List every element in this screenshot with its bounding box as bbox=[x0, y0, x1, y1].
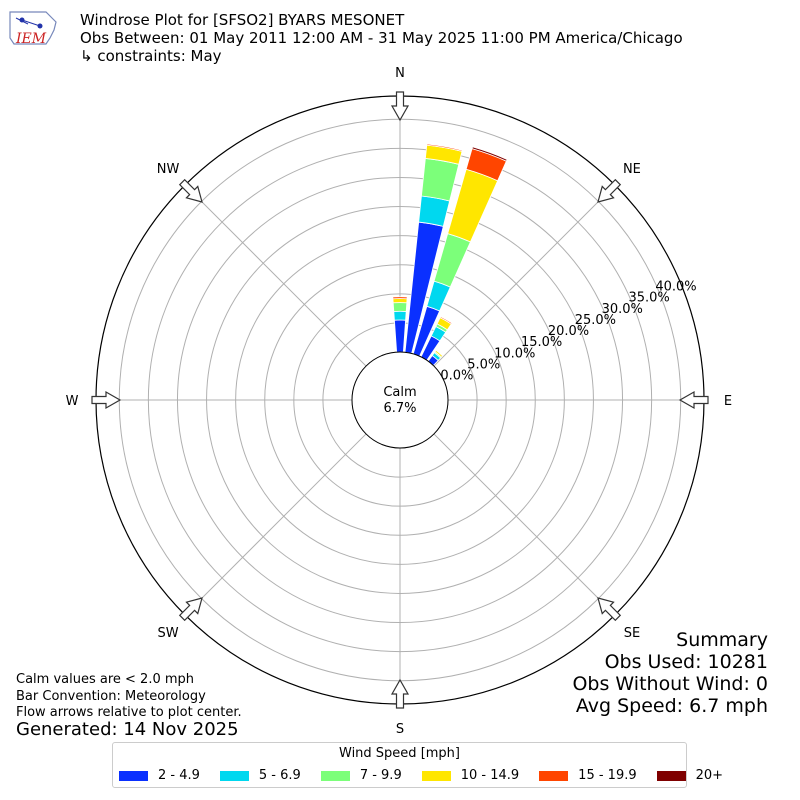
legend-item: 10 - 14.9 bbox=[421, 768, 520, 783]
bar-40-bin-4 bbox=[435, 349, 444, 357]
bar-0-bin-4 bbox=[392, 296, 408, 300]
direction-label-ne: NE bbox=[623, 162, 641, 177]
legend-swatch bbox=[219, 770, 249, 781]
summary-avg-speed: Avg Speed: 6.7 mph bbox=[575, 695, 768, 717]
grid-ring-4 bbox=[235, 235, 565, 565]
chart-period: Obs Between: 01 May 2011 12:00 AM - 31 M… bbox=[80, 29, 683, 47]
direction-label-se: SE bbox=[624, 626, 640, 641]
bar-30-bin-4 bbox=[439, 316, 453, 325]
spoke-se bbox=[433, 433, 616, 616]
radial-tick-label: 5.0% bbox=[467, 357, 500, 372]
flow-arrow-e bbox=[678, 390, 709, 410]
direction-label-s: S bbox=[396, 722, 404, 737]
legend-item: 15 - 19.9 bbox=[539, 768, 637, 783]
flow-arrows-note: Flow arrows relative to plot center. bbox=[16, 705, 242, 720]
summary-obs-without-wind: Obs Without Wind: 0 bbox=[572, 673, 768, 695]
bar-0-bin-0 bbox=[393, 319, 407, 353]
legend-label: 20+ bbox=[695, 768, 724, 783]
flow-arrow-se bbox=[597, 597, 622, 622]
grid-ring-5 bbox=[206, 206, 594, 594]
legend-label: 10 - 14.9 bbox=[460, 768, 520, 783]
bar-0-bin-1 bbox=[393, 310, 407, 321]
grid-ring-2 bbox=[293, 293, 507, 507]
legend-label: 7 - 9.9 bbox=[359, 768, 402, 783]
spoke-ne bbox=[433, 184, 616, 367]
grid-ring-7 bbox=[147, 147, 653, 653]
bar-10-bin-4 bbox=[426, 143, 463, 152]
bar-10-bin-1 bbox=[418, 195, 451, 227]
radial-tick-label: 0.0% bbox=[440, 369, 473, 384]
legend: Wind Speed [mph] 2 - 4.9 5 - 6.9 7 - 9.9 10… bbox=[112, 742, 723, 788]
flow-arrow-ne bbox=[597, 178, 622, 203]
flow-arrow-sw bbox=[178, 597, 203, 622]
spoke-sw bbox=[184, 433, 367, 616]
flow-arrow-w bbox=[91, 390, 122, 410]
chart-title: Windrose Plot for [SFSO2] BYARS MESONET bbox=[80, 11, 405, 29]
bar-0-bin-2 bbox=[392, 302, 408, 312]
radial-tick-label: 40.0% bbox=[655, 280, 696, 295]
iem-logo: IEM bbox=[6, 8, 62, 50]
calm-circle bbox=[351, 351, 449, 449]
legend-title: Wind Speed [mph] bbox=[339, 746, 460, 761]
grid-ring-3 bbox=[264, 264, 536, 536]
calm-definition-note: Calm values are < 2.0 mph bbox=[16, 672, 195, 687]
flow-arrow-n bbox=[390, 91, 410, 122]
legend-swatch bbox=[119, 770, 148, 781]
legend-swatch bbox=[320, 770, 350, 781]
legend-swatch bbox=[656, 770, 686, 781]
calm-value: 6.7% bbox=[383, 401, 416, 416]
radial-tick-label: 10.0% bbox=[494, 346, 535, 361]
legend-item: 20+ bbox=[656, 768, 724, 783]
flow-arrow-s bbox=[390, 678, 410, 709]
legend-swatch bbox=[539, 770, 569, 781]
chart-constraints: ↳ constraints: May bbox=[80, 47, 222, 65]
logo-text: IEM bbox=[15, 31, 47, 47]
legend-swatch bbox=[421, 770, 451, 781]
radial-tick-label: 25.0% bbox=[575, 313, 616, 328]
radial-tick-label: 30.0% bbox=[602, 302, 643, 317]
direction-label-sw: SW bbox=[158, 626, 179, 641]
summary-title: Summary bbox=[676, 629, 768, 651]
spoke-nw bbox=[184, 184, 367, 367]
direction-label-e: E bbox=[724, 394, 732, 409]
generated-date: Generated: 14 Nov 2025 bbox=[16, 719, 239, 740]
bar-0-bin-3 bbox=[392, 298, 408, 304]
legend-item: 5 - 6.9 bbox=[219, 768, 301, 783]
legend-items: 2 - 4.9 5 - 6.9 7 - 9.9 10 - 14.9 15 - 19.9 2… bbox=[119, 768, 743, 783]
direction-label-w: W bbox=[66, 394, 79, 409]
grid-ring-6 bbox=[176, 176, 624, 624]
radial-tick-label: 20.0% bbox=[548, 324, 589, 339]
summary-obs-used: Obs Used: 10281 bbox=[604, 651, 768, 673]
bar-10-bin-2 bbox=[420, 157, 460, 202]
radial-tick-label: 35.0% bbox=[628, 291, 669, 306]
bar-20-bin-5 bbox=[471, 146, 508, 162]
flow-arrow-nw bbox=[178, 178, 203, 203]
calm-label: Calm bbox=[383, 385, 416, 400]
legend-label: 15 - 19.9 bbox=[578, 768, 637, 783]
legend-item: 7 - 9.9 bbox=[320, 768, 402, 783]
legend-item: 2 - 4.9 bbox=[119, 768, 200, 783]
legend-label: 2 - 4.9 bbox=[158, 768, 200, 783]
direction-label-n: N bbox=[395, 66, 405, 81]
legend-label: 5 - 6.9 bbox=[258, 768, 301, 783]
direction-label-nw: NW bbox=[157, 162, 180, 177]
radial-tick-label: 15.0% bbox=[521, 335, 562, 350]
bar-convention-note: Bar Convention: Meteorology bbox=[16, 689, 206, 704]
